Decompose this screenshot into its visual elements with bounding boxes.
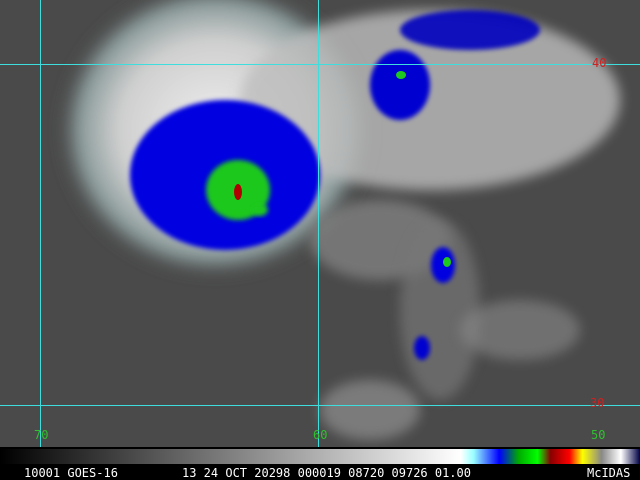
timestamp: 13 24 OCT 20298 000019 08720 09726 01.00: [182, 466, 471, 480]
longitude-label: 50: [591, 428, 605, 442]
latitude-label: 40: [592, 56, 606, 70]
color-scale: [0, 449, 640, 464]
satellite-id: 10001 GOES-16: [24, 466, 118, 480]
longitude-label: 60: [313, 428, 327, 442]
longitude-label: 70: [34, 428, 48, 442]
grid: [0, 0, 640, 447]
brand: McIDAS: [587, 466, 630, 480]
clouds: [55, 0, 620, 440]
latitude-label: 30: [590, 396, 604, 410]
